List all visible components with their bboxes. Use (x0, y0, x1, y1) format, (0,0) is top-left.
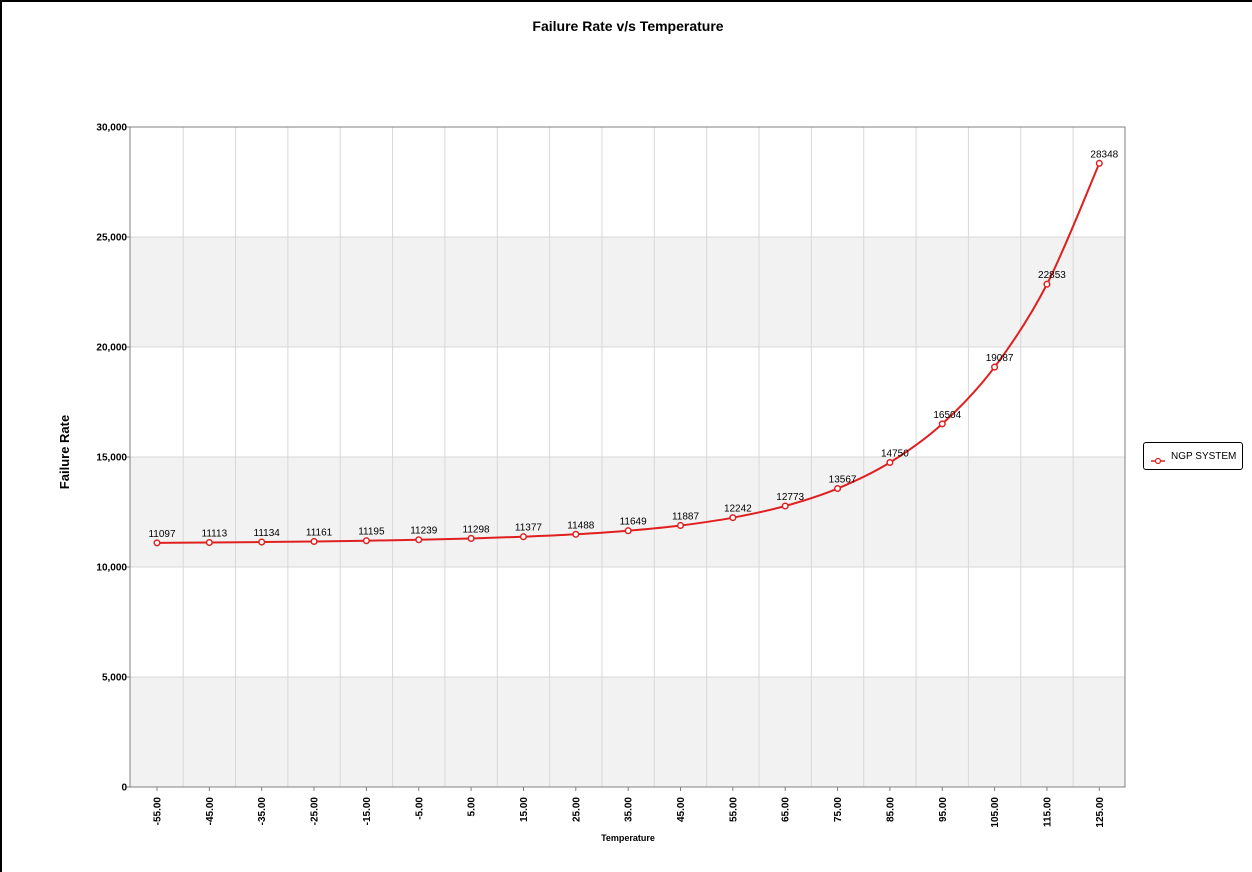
legend-label: NGP SYSTEM (1171, 450, 1237, 462)
x-tick-label: 105.00 (990, 797, 1001, 828)
x-tick-label: 115.00 (1042, 797, 1053, 827)
data-point (781, 502, 789, 510)
x-tick-label: 35.00 (624, 797, 635, 822)
x-tick-label: 65.00 (781, 797, 792, 822)
chart-title: Failure Rate v/s Temperature (532, 18, 723, 34)
data-label: 11488 (567, 520, 595, 531)
data-label: 11134 (254, 528, 281, 539)
x-axis-ticks: -55.00 -45.00 -35.00 -25.00 -15.00 -5.00 5.00 1… (153, 787, 1106, 828)
data-point (415, 536, 423, 544)
data-label: 14750 (881, 449, 909, 460)
data-point (676, 521, 685, 530)
data-label: 11097 (148, 529, 176, 540)
data-label: 11239 (410, 526, 438, 537)
data-point (938, 420, 946, 428)
data-label: 12242 (724, 504, 752, 515)
x-tick-label: 45.00 (676, 797, 687, 822)
data-point (153, 539, 161, 547)
data-point (991, 363, 999, 371)
plot-band (130, 677, 1125, 787)
x-tick-label: 55.00 (728, 797, 739, 822)
data-label: 16504 (933, 410, 961, 421)
data-point (362, 537, 370, 545)
y-tick-label: 10,000 (96, 563, 127, 574)
y-tick-label: 5,000 (102, 673, 127, 684)
plot-bands (130, 237, 1125, 787)
y-axis-label: Failure Rate (57, 415, 72, 489)
data-label: 11195 (358, 527, 385, 538)
legend-marker-icon (1151, 452, 1165, 465)
legend: NGP SYSTEM (1143, 442, 1243, 470)
data-label: 28348 (1090, 149, 1118, 160)
data-point (519, 533, 528, 541)
x-tick-label: -5.00 (414, 797, 425, 820)
data-point (624, 527, 632, 535)
data-points (153, 159, 1103, 547)
x-tick-label: 95.00 (938, 797, 949, 822)
data-point (886, 458, 894, 467)
data-label: 11113 (202, 529, 228, 540)
data-point (1095, 159, 1103, 167)
x-tick-label: -35.00 (257, 797, 268, 826)
data-point (205, 538, 213, 547)
data-label: 22853 (1038, 270, 1066, 281)
data-label: 19087 (986, 353, 1014, 364)
x-tick-label: 75.00 (833, 797, 844, 822)
plot-band (130, 237, 1125, 347)
x-tick-label: -45.00 (205, 797, 216, 826)
data-point (834, 484, 842, 493)
data-label: 11298 (463, 524, 491, 535)
data-point (467, 534, 475, 542)
x-tick-label: -25.00 (310, 797, 321, 826)
y-tick-label: 0 (121, 783, 127, 794)
data-label: 11887 (672, 511, 700, 522)
data-label: 11649 (620, 517, 648, 528)
grid-lines (130, 127, 1125, 787)
data-point (310, 537, 318, 546)
x-tick-label: 25.00 (571, 797, 582, 822)
x-tick-label: -15.00 (362, 797, 373, 826)
x-tick-label: 85.00 (885, 797, 896, 822)
y-tick-label: 20,000 (96, 343, 127, 354)
data-point (258, 538, 266, 546)
plot-band (130, 457, 1125, 567)
data-labels: 11097 11113 11134 11161 11195 11239 11298 11377… (148, 149, 1118, 540)
data-label: 13567 (829, 475, 857, 486)
y-tick-label: 15,000 (96, 453, 127, 464)
x-tick-label: 15.00 (519, 797, 530, 822)
x-tick-label: 125.00 (1095, 797, 1106, 828)
y-axis-ticks: 0 5,000 10,000 15,000 20,000 25,000 30,000 (96, 123, 130, 794)
data-point (572, 530, 580, 538)
data-label: 11161 (306, 527, 333, 538)
data-label: 11377 (515, 523, 543, 534)
y-tick-label: 25,000 (96, 233, 127, 244)
x-axis-label: Temperature (601, 833, 655, 843)
data-point (729, 514, 737, 522)
x-tick-label: 5.00 (467, 797, 478, 817)
x-tick-label: -55.00 (153, 797, 164, 826)
y-tick-label: 30,000 (96, 123, 127, 134)
data-label: 12773 (776, 492, 804, 503)
data-point (1043, 280, 1051, 288)
